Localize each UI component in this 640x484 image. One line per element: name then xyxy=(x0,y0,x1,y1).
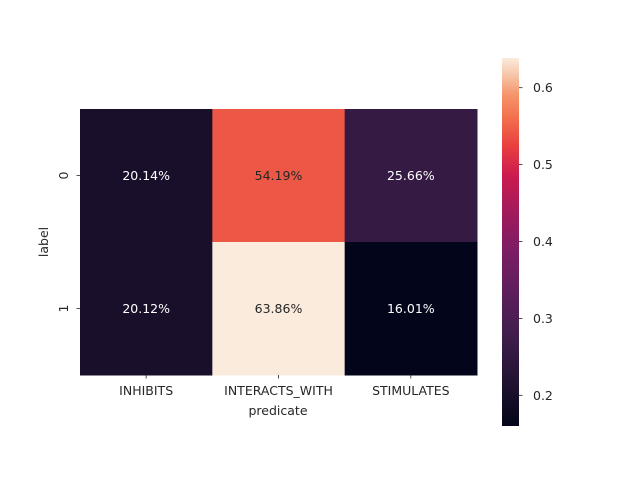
colorbar-gradient xyxy=(502,58,519,426)
colorbar-tick-label-0: 0.2 xyxy=(533,388,553,403)
heatmap-cell-label-r0-c2: 25.66% xyxy=(387,168,435,183)
y-axis-ticks: 01 xyxy=(56,171,80,312)
heatmap-cells xyxy=(80,109,478,376)
heatmap-cell-label-r0-c1: 54.19% xyxy=(255,168,303,183)
heatmap-cell-r1-c2 xyxy=(344,242,478,376)
colorbar-ticks: 0.2 0.3 0.4 0.5 0.6 xyxy=(519,80,553,403)
heatmap-cell-label-r1-c0: 20.12% xyxy=(122,301,170,316)
heatmap-cell-r1-c1 xyxy=(212,242,346,376)
colorbar-tick-label-1: 0.3 xyxy=(533,311,553,326)
heatmap-cell-r1-c0 xyxy=(80,242,213,376)
y-tick-label-1: 1 xyxy=(56,305,71,313)
colorbar: 0.2 0.3 0.4 0.5 0.6 xyxy=(502,58,553,426)
x-axis-label: predicate xyxy=(248,403,307,418)
heatmap-cell-r0-c1 xyxy=(212,109,346,243)
colorbar-tick-label-4: 0.6 xyxy=(533,80,553,95)
y-axis-label: label xyxy=(36,227,51,257)
heatmap-cell-label-r1-c2: 16.01% xyxy=(387,301,435,316)
heatmap-cell-r0-c2 xyxy=(344,109,478,243)
x-tick-label-2: STIMULATES xyxy=(372,383,450,398)
heatmap-cell-r0-c0 xyxy=(80,109,213,243)
heatmap-cell-labels: 20.14% 54.19% 25.66% 20.12% 63.86% 16.01% xyxy=(122,168,434,316)
colorbar-tick-label-3: 0.5 xyxy=(533,157,553,172)
x-tick-label-1: INTERACTS_WITH xyxy=(224,383,333,398)
y-tick-label-0: 0 xyxy=(56,171,71,179)
heatmap-cell-label-r1-c1: 63.86% xyxy=(255,301,303,316)
x-tick-label-0: INHIBITS xyxy=(119,383,173,398)
x-axis-ticks: INHIBITS INTERACTS_WITH STIMULATES xyxy=(119,375,450,398)
heatmap-cell-label-r0-c0: 20.14% xyxy=(122,168,170,183)
colorbar-tick-label-2: 0.4 xyxy=(533,234,553,249)
